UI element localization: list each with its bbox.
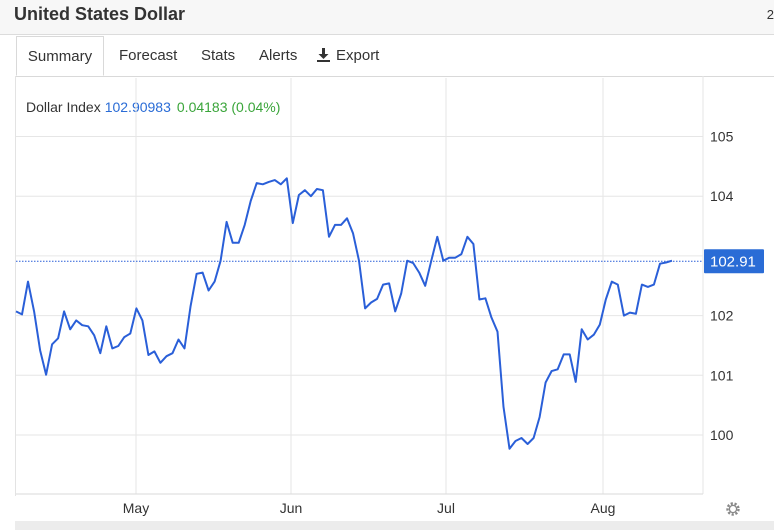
tab-stats[interactable]: Stats bbox=[201, 36, 235, 76]
x-tick-label: Jul bbox=[437, 500, 455, 516]
tab-bar: Summary Forecast Stats Alerts Export bbox=[16, 36, 774, 77]
chart-left-border bbox=[15, 76, 16, 496]
legend-change: 0.04183 (0.04%) bbox=[176, 99, 281, 115]
tab-stats-label: Stats bbox=[201, 47, 236, 64]
y-tick-label: 105 bbox=[710, 129, 734, 145]
grid-layer bbox=[16, 76, 704, 495]
y-tick-label: 102 bbox=[710, 308, 734, 324]
gear-icon[interactable] bbox=[726, 502, 740, 516]
current-price-tag-bg bbox=[704, 249, 764, 274]
tab-forecast-label: Forecast bbox=[119, 47, 178, 64]
download-icon bbox=[317, 48, 330, 62]
footer-scrollbar bbox=[15, 521, 774, 530]
x-tick-label: Jun bbox=[280, 500, 303, 516]
current-price-tag: 102.91 bbox=[704, 249, 764, 274]
title-bar: United States Dollar 2 bbox=[0, 0, 774, 35]
x-axis-ticks: May Jun Jul Aug bbox=[123, 500, 616, 516]
x-tick-label: May bbox=[123, 500, 149, 516]
legend-label: Dollar Index bbox=[26, 99, 101, 115]
y-axis-ticks: 100101102103104105 bbox=[710, 129, 734, 444]
tab-alerts-label: Alerts bbox=[259, 47, 298, 64]
tab-summary-label: Summary bbox=[27, 48, 93, 65]
tab-alerts[interactable]: Alerts bbox=[259, 36, 297, 76]
y-tick-label: 100 bbox=[710, 427, 734, 443]
chart-legend: Dollar Index 102.90983 0.04183 (0.04%) bbox=[26, 99, 280, 115]
tab-export-label: Export bbox=[336, 47, 380, 64]
y-tick-label: 101 bbox=[710, 367, 734, 383]
y-tick-label: 104 bbox=[710, 188, 734, 204]
tab-forecast[interactable]: Forecast bbox=[119, 36, 177, 76]
x-tick-label: Aug bbox=[591, 500, 616, 516]
page-title: United States Dollar bbox=[14, 4, 186, 24]
legend-value: 102.90983 bbox=[104, 99, 171, 115]
dollar-index-line bbox=[15, 177, 673, 450]
tab-summary[interactable]: Summary bbox=[16, 36, 104, 76]
current-price-label: 102.91 bbox=[710, 253, 756, 270]
header-corner-text: 2 bbox=[766, 7, 774, 22]
tab-export[interactable]: Export bbox=[317, 36, 379, 76]
